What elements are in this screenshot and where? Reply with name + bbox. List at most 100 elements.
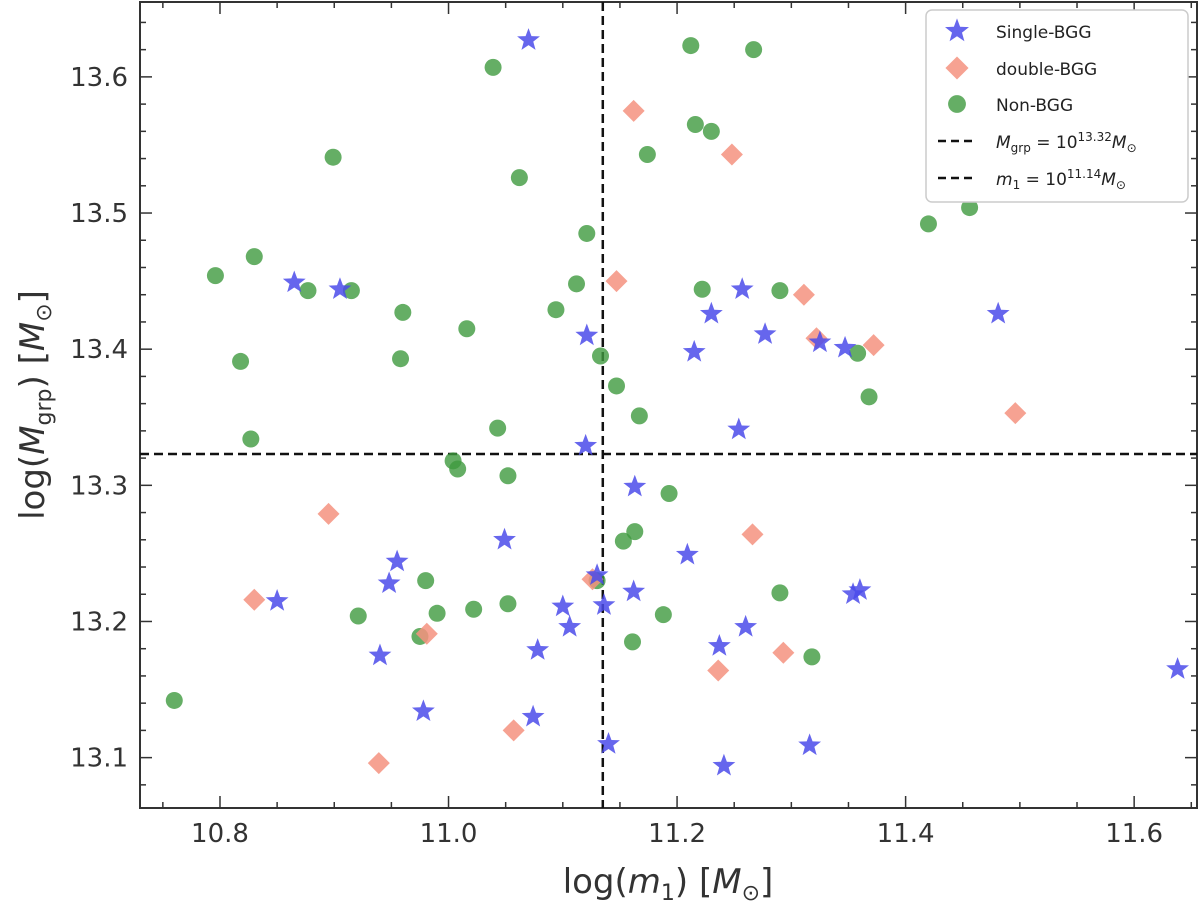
x-tick-label: 10.8: [191, 819, 249, 849]
non-bgg-point: [771, 584, 789, 602]
x-tick-label: 11.0: [420, 819, 478, 849]
double-bgg-point: [622, 99, 645, 122]
single-bgg-point: [551, 594, 575, 617]
single-bgg-point: [808, 330, 832, 353]
non-bgg-point: [614, 532, 632, 550]
non-bgg-point: [660, 484, 678, 502]
legend-label-single-bgg: Single-BGG: [996, 23, 1092, 43]
single-bgg-point: [622, 579, 646, 602]
single-bgg-point: [585, 563, 609, 585]
single-bgg-point: [753, 322, 777, 344]
non-bgg-point: [961, 199, 979, 217]
single-bgg-point: [707, 633, 731, 656]
non-bgg-point: [624, 633, 642, 651]
single-bgg-point: [377, 571, 401, 594]
double-bgg-point: [502, 719, 525, 742]
non-bgg-point: [578, 224, 596, 242]
single-bgg-point: [1166, 657, 1189, 679]
non-bgg-point: [849, 344, 867, 362]
double-bgg-point: [792, 283, 815, 306]
double-bgg-point: [317, 502, 340, 525]
single-bgg-point: [848, 578, 872, 600]
legend-label-non-bgg: Non-BGG: [996, 96, 1073, 116]
y-tick-label: 13.4: [70, 335, 128, 365]
non-bgg-point: [919, 215, 937, 233]
non-bgg-point: [592, 347, 610, 365]
non-bgg-point: [449, 460, 467, 478]
non-bgg-point: [860, 388, 878, 406]
single-bgg-point: [574, 433, 598, 456]
single-bgg-point: [682, 339, 706, 362]
single-bgg-point: [727, 417, 751, 440]
non-bgg-point: [803, 648, 821, 666]
single-bgg-point: [623, 474, 647, 497]
single-bgg-point: [592, 593, 616, 615]
legend-markers: [938, 18, 976, 180]
double-bgg-point: [707, 659, 730, 682]
single-bgg-point: [986, 301, 1010, 324]
double-bgg-point: [862, 334, 885, 357]
non-bgg-point: [324, 148, 342, 166]
y-tick-label: 13.3: [70, 471, 128, 501]
single-bgg-point: [699, 301, 723, 324]
single-bgg-point: [517, 28, 540, 50]
non-bgg-point: [682, 37, 700, 55]
non-bgg-point: [392, 350, 410, 368]
legend: Single-BGG double-BGG Non-BGG Mgrp = 101…: [925, 9, 1189, 203]
double-bgg-point: [720, 143, 743, 166]
non-bgg-point: [245, 248, 263, 266]
non-bgg-point: [465, 600, 483, 618]
single-bgg-point: [368, 643, 392, 666]
non-bgg-point: [771, 282, 789, 300]
single-bgg-point: [798, 733, 822, 756]
single-bgg-point: [575, 323, 599, 346]
axis-ticks: 10.8 11.0 11.2 11.4 11.6 13.1 13.2 13.3 13.4 13.5…: [70, 2, 1197, 849]
x-tick-label: 11.2: [648, 819, 706, 849]
single-bgg-point: [282, 270, 306, 293]
single-bgg-point: [265, 589, 289, 611]
non-bgg-point: [499, 595, 517, 613]
single-bgg-point: [385, 549, 409, 572]
non-bgg-point: [349, 607, 367, 625]
double-bgg-point: [1004, 402, 1027, 425]
non-bgg-point: [428, 604, 446, 622]
x-tick-label: 11.6: [1105, 819, 1163, 849]
single-bgg-point: [841, 582, 865, 604]
non-bgg-point: [638, 145, 656, 163]
y-tick-label: 13.6: [70, 63, 128, 93]
single-bgg-point: [730, 277, 754, 299]
single-bgg-legend-marker: [945, 18, 969, 42]
non-bgg-point: [686, 116, 704, 134]
non-bgg-point: [484, 58, 502, 76]
double-bgg-point: [415, 622, 438, 645]
double-bgg-point: [741, 523, 764, 546]
single-bgg-point: [675, 542, 699, 565]
x-axis-label: log(m1) [M⊙]: [563, 862, 774, 906]
single-bgg-point: [328, 277, 352, 299]
non-bgg-point: [702, 122, 720, 140]
non-bgg-point: [547, 301, 565, 319]
non-bgg-point: [499, 467, 517, 485]
double-bgg-point: [243, 588, 266, 611]
non-bgg-point: [458, 320, 476, 338]
legend-label-m1-threshold: m1 = 1011.14M⊙: [996, 167, 1126, 192]
non-bgg-point: [608, 377, 626, 395]
non-bgg-point: [299, 282, 317, 300]
non-bgg-point: [394, 303, 412, 321]
legend-box: [925, 9, 1189, 203]
non-bgg-point: [693, 280, 711, 298]
non-bgg-point: [630, 407, 648, 425]
single-bgg-point: [734, 614, 758, 637]
single-bgg-point: [597, 732, 620, 754]
non-bgg-point: [165, 691, 183, 709]
legend-label-mgrp-threshold: Mgrp = 1013.32M⊙: [996, 130, 1137, 155]
single-bgg-point: [558, 614, 582, 637]
data-markers: [165, 28, 1189, 776]
double-bgg-point: [772, 641, 795, 664]
non-bgg-point: [242, 430, 260, 448]
single-bgg-point: [411, 699, 435, 722]
single-bgg-point: [521, 704, 545, 727]
double-bgg-point: [367, 752, 390, 775]
single-bgg-point: [712, 753, 736, 776]
